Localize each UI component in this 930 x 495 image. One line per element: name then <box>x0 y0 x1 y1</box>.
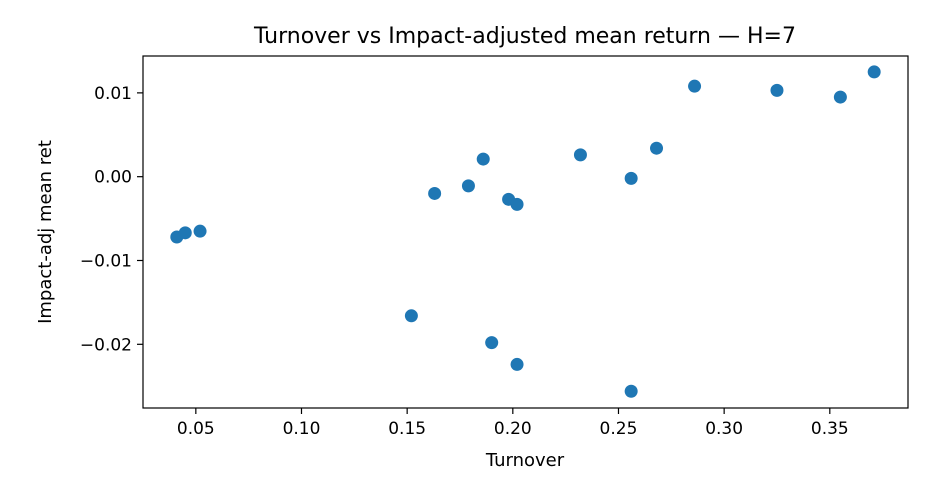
x-tick-label: 0.35 <box>811 419 849 439</box>
data-point <box>428 186 442 200</box>
y-axis: −0.02 −0.01 0.00 0.01 <box>80 84 143 355</box>
x-axis: 0.05 0.10 0.15 0.20 0.25 0.30 0.35 <box>177 408 849 439</box>
data-point <box>510 357 524 371</box>
data-point <box>510 197 524 211</box>
data-point <box>573 148 587 162</box>
data-point <box>688 79 702 93</box>
x-tick-label: 0.05 <box>177 419 215 439</box>
data-point <box>624 384 638 398</box>
y-axis-title: Impact-adj mean ret <box>35 140 56 324</box>
y-tick-label: 0.00 <box>94 168 132 188</box>
x-tick-label: 0.25 <box>600 419 638 439</box>
plot-frame <box>142 55 909 409</box>
y-tick-label: −0.02 <box>80 335 132 355</box>
data-point <box>404 309 418 323</box>
scatter-points <box>170 65 881 398</box>
data-point <box>650 141 664 155</box>
data-point <box>624 171 638 185</box>
x-tick-label: 0.30 <box>705 419 743 439</box>
data-point <box>485 336 499 350</box>
plot-area <box>142 55 909 409</box>
x-tick-label: 0.10 <box>283 419 321 439</box>
x-tick-label: 0.15 <box>388 419 426 439</box>
chart-title: Turnover vs Impact-adjusted mean return … <box>253 24 796 49</box>
data-point <box>833 90 847 104</box>
y-tick-label: −0.01 <box>80 251 132 271</box>
data-point <box>476 152 490 166</box>
y-tick-label: 0.01 <box>94 84 132 104</box>
data-point <box>770 83 784 97</box>
data-point <box>867 65 881 79</box>
data-point <box>193 224 207 238</box>
x-tick-label: 0.20 <box>494 419 532 439</box>
data-point <box>461 179 475 193</box>
x-axis-title: Turnover <box>485 450 565 471</box>
data-point <box>178 226 192 240</box>
